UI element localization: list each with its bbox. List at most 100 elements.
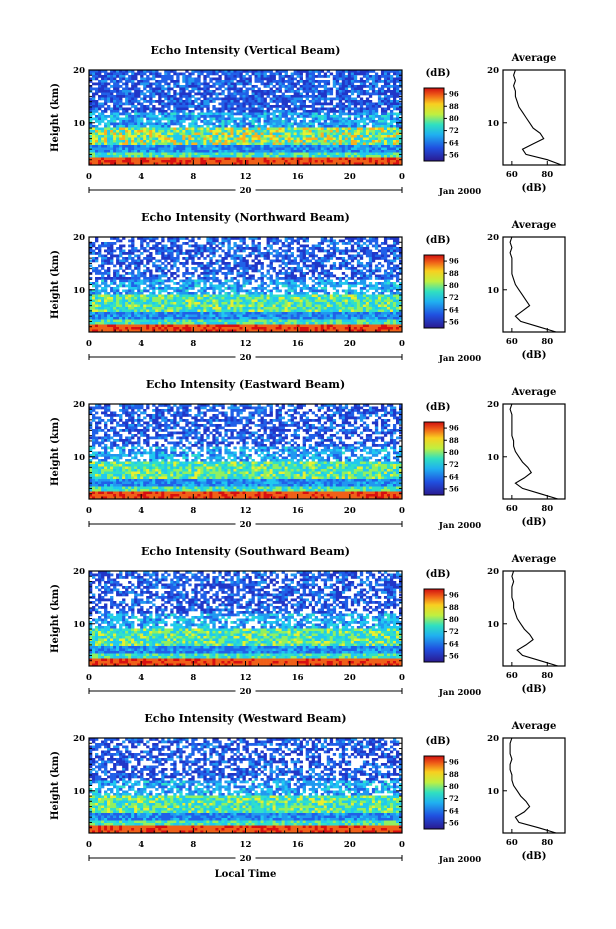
heatmap-cell (344, 274, 349, 278)
heatmap-cell (191, 132, 195, 136)
heatmap-cell (302, 249, 306, 253)
heatmap-cell (392, 254, 397, 258)
heatmap-cell (380, 150, 385, 153)
heatmap-cell (128, 130, 132, 133)
heatmap-cell (320, 157, 325, 161)
colorbar-tick-label: 64 (449, 138, 459, 147)
heatmap-cell (371, 115, 376, 118)
heatmap-cell (362, 92, 367, 96)
heatmap-cell (353, 237, 358, 240)
heatmap-cell (356, 95, 361, 98)
heatmap-cell (398, 284, 403, 288)
heatmap-cell (317, 95, 322, 98)
heatmap-cell (131, 132, 135, 136)
heatmap-cell (161, 279, 165, 283)
heatmap-cell (149, 282, 153, 285)
heatmap-cell (218, 259, 222, 263)
heatmap-cell (353, 254, 358, 258)
heatmap-cell (368, 95, 373, 98)
heatmap-cell (182, 145, 186, 148)
heatmap-cell (128, 125, 132, 128)
heatmap-cell (242, 110, 246, 113)
heatmap-cell (368, 75, 373, 78)
heatmap-cell (233, 254, 237, 258)
heatmap-cell (146, 160, 150, 163)
heatmap-cell (218, 110, 222, 113)
heatmap-cell (125, 115, 129, 118)
heatmap-cell (299, 155, 303, 158)
heatmap-cell (395, 130, 400, 133)
heatmap-cell (281, 259, 285, 263)
heatmap-cell (167, 72, 171, 76)
heatmap-cell (359, 142, 364, 146)
heatmap-cell (239, 110, 243, 113)
heatmap-cell (200, 277, 204, 280)
heatmap-cell (266, 110, 270, 113)
heatmap-cell (188, 150, 192, 153)
heatmap-cell (389, 274, 394, 278)
heatmap-cell (92, 145, 96, 148)
heatmap-cell (170, 150, 174, 153)
heatmap-cell (305, 85, 309, 88)
heatmap-cell (389, 152, 394, 156)
heatmap-cell (161, 254, 165, 258)
heatmap-cell (248, 254, 252, 258)
heatmap-cell (392, 82, 397, 86)
heatmap-cell (392, 274, 397, 278)
heatmap-cell (272, 117, 276, 121)
heatmap-cell (128, 239, 132, 243)
heatmap-cell (260, 92, 264, 96)
heatmap-cell (137, 92, 141, 96)
heatmap-cell (95, 282, 99, 285)
heatmap-cell (323, 237, 328, 240)
heatmap-cell (203, 97, 207, 101)
heatmap-cell (206, 264, 210, 268)
heatmap-cell (194, 77, 198, 81)
heatmap-cell (230, 254, 234, 258)
heatmap-cell (386, 77, 391, 81)
heatmap-cell (143, 135, 147, 138)
heatmap-cell (263, 77, 267, 81)
heatmap-cell (224, 95, 228, 98)
heatmap-cell (140, 140, 144, 143)
heatmap-cell (155, 242, 159, 245)
heatmap-cell (296, 112, 300, 116)
heatmap-cell (140, 247, 144, 250)
heatmap-cell (353, 85, 358, 88)
heatmap-cell (299, 145, 303, 148)
heatmap-cell (392, 244, 397, 248)
heatmap-cell (194, 137, 198, 141)
heatmap-cell (329, 87, 334, 91)
heatmap-cell (317, 135, 322, 138)
heatmap-cell (182, 112, 186, 116)
heatmap-cell (281, 127, 285, 131)
heatmap-cell (374, 85, 379, 88)
heatmap-cell (302, 150, 306, 153)
heatmap-cell (329, 284, 334, 288)
heatmap-cell (302, 70, 306, 73)
heatmap-cell (302, 274, 306, 278)
heatmap-cell (230, 87, 234, 91)
heatmap-cell (353, 127, 358, 131)
heatmap-cell (227, 117, 231, 121)
heatmap-cell (260, 95, 264, 98)
heatmap-cell (170, 160, 174, 163)
heatmap-cell (203, 115, 207, 118)
heatmap-cell (140, 117, 144, 121)
heatmap-cell (140, 72, 144, 76)
heatmap-cell (158, 72, 162, 76)
heatmap-cell (167, 162, 171, 166)
heatmap-cell (386, 125, 391, 128)
heatmap-cell (383, 72, 388, 76)
heatmap-cell (305, 137, 309, 141)
heatmap-cell (317, 244, 322, 248)
heatmap-cell (212, 125, 216, 128)
heatmap-cell (176, 155, 180, 158)
heatmap-cell (386, 147, 391, 151)
heatmap-cell (92, 160, 96, 163)
heatmap-cell (206, 269, 210, 273)
heatmap-cell (191, 155, 195, 158)
heatmap-cell (284, 145, 288, 148)
heatmap-cell (275, 279, 279, 283)
heatmap-cell (98, 127, 102, 131)
